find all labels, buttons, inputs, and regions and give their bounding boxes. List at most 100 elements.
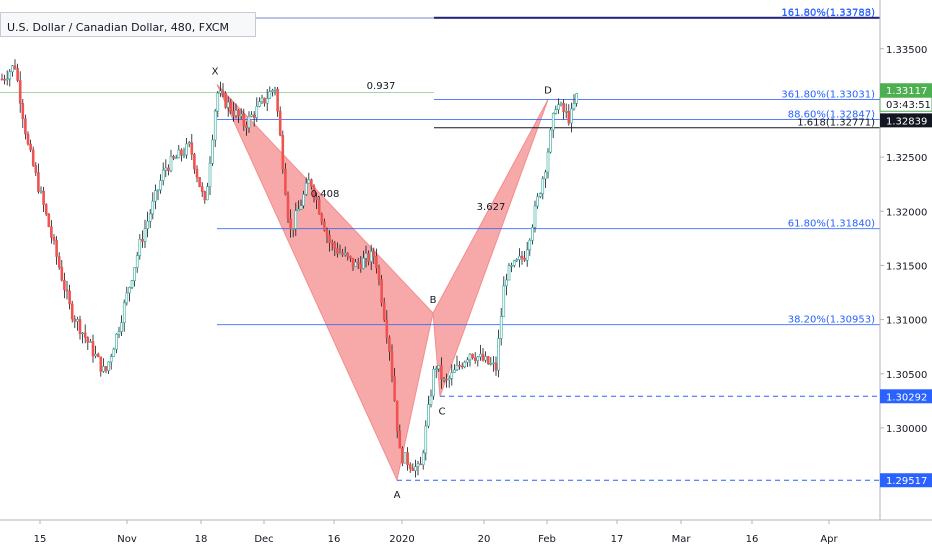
candle-body bbox=[133, 267, 136, 281]
candle-body bbox=[557, 104, 560, 111]
candle-body bbox=[442, 378, 446, 381]
candle-body bbox=[94, 353, 97, 357]
candle-body bbox=[117, 331, 121, 335]
candle-body bbox=[26, 133, 30, 145]
candle-body bbox=[291, 228, 295, 230]
candle-body bbox=[63, 279, 66, 291]
candle-body bbox=[432, 368, 435, 397]
pattern-ratio-label: 0.937 bbox=[367, 81, 396, 92]
candle-body bbox=[377, 267, 381, 280]
candle-body bbox=[505, 279, 508, 287]
x-tick-label: 20 bbox=[478, 534, 491, 545]
candle-body bbox=[276, 88, 279, 112]
y-tick-label: 1.30500 bbox=[886, 370, 927, 381]
candle-body bbox=[232, 110, 235, 116]
candle-body bbox=[21, 103, 25, 119]
candle-body bbox=[382, 302, 386, 321]
candle-body bbox=[528, 239, 532, 251]
candle-body bbox=[13, 65, 17, 69]
candle-body bbox=[271, 90, 274, 93]
candle-body bbox=[245, 125, 248, 129]
candle-body bbox=[447, 378, 451, 381]
candle-body bbox=[161, 169, 165, 181]
candle-body bbox=[546, 151, 550, 173]
candle-body bbox=[372, 251, 376, 257]
candle-body bbox=[164, 167, 168, 171]
harmonic-pattern[interactable] bbox=[216, 84, 549, 482]
candle-body bbox=[255, 106, 259, 118]
price-badge bbox=[880, 473, 932, 488]
y-tick-label: 1.31500 bbox=[886, 261, 927, 272]
candle-body bbox=[265, 98, 269, 104]
x-tick-label: Apr bbox=[820, 534, 838, 545]
candle-body bbox=[416, 463, 420, 467]
candle-body bbox=[239, 113, 243, 117]
candle-body bbox=[258, 101, 261, 107]
candle-body bbox=[362, 257, 365, 269]
candle-body bbox=[81, 332, 84, 335]
candle-body bbox=[427, 404, 430, 427]
candle-body bbox=[260, 97, 264, 102]
candle-body bbox=[109, 356, 113, 363]
countdown-badge bbox=[879, 96, 932, 112]
candle-body bbox=[229, 101, 233, 112]
candle-body bbox=[211, 139, 214, 164]
candle-body bbox=[393, 375, 396, 402]
candle-body bbox=[286, 194, 290, 220]
candle-body bbox=[195, 168, 199, 178]
pattern-point-label: B bbox=[430, 295, 437, 306]
candle-body bbox=[567, 111, 571, 124]
x-tick-label: Dec bbox=[254, 534, 273, 545]
candle-body bbox=[351, 257, 355, 267]
x-tick-label: 18 bbox=[195, 534, 208, 545]
candle-body bbox=[390, 351, 394, 377]
candle-body bbox=[551, 113, 555, 131]
x-tick-label: 2020 bbox=[389, 534, 414, 545]
candle-body bbox=[450, 372, 454, 379]
candle-body bbox=[226, 101, 230, 108]
candle-body bbox=[515, 259, 519, 262]
candle-body bbox=[112, 348, 116, 357]
candle-body bbox=[174, 157, 178, 160]
candle-body bbox=[512, 260, 516, 266]
candle-body bbox=[323, 221, 326, 231]
candle-body bbox=[510, 265, 513, 267]
candle-body bbox=[369, 251, 373, 262]
candle-body bbox=[502, 285, 506, 317]
candle-body bbox=[78, 319, 82, 335]
candle-body bbox=[182, 154, 186, 157]
symbol-title-box[interactable]: U.S. Dollar / Canadian Dollar, 480, FXCM bbox=[0, 12, 256, 37]
candle-body bbox=[572, 103, 576, 110]
candle-body bbox=[489, 363, 493, 365]
candle-body bbox=[8, 71, 12, 80]
pattern-point-label: C bbox=[439, 407, 446, 418]
candle-body bbox=[91, 341, 95, 357]
candle-body bbox=[455, 364, 459, 371]
candle-body bbox=[250, 114, 253, 117]
time-axis[interactable]: 15 Nov 18 Dec 16 2020 20 Feb 17 Mar 16 Apr bbox=[34, 520, 839, 545]
candle-body bbox=[65, 289, 69, 292]
candle-body bbox=[115, 333, 118, 350]
price-badge bbox=[880, 83, 932, 98]
candle-body bbox=[437, 365, 441, 370]
candle-body bbox=[554, 109, 558, 114]
candle-body bbox=[5, 78, 9, 81]
candle-body bbox=[492, 362, 495, 365]
candle-body bbox=[411, 467, 415, 471]
candle-body bbox=[570, 108, 573, 124]
candle-body bbox=[354, 261, 357, 267]
candle-body bbox=[187, 142, 191, 145]
pattern-bcd-triangle bbox=[432, 99, 549, 397]
candle-body bbox=[70, 303, 74, 320]
candle-body bbox=[224, 92, 227, 108]
candle-body bbox=[198, 176, 201, 187]
candle-body bbox=[541, 178, 545, 194]
fib-level-label: 1.618(1.32771) bbox=[797, 118, 875, 129]
candle-body bbox=[414, 466, 417, 471]
candle-body bbox=[531, 227, 534, 241]
pattern-point-label: X bbox=[212, 67, 219, 78]
fib-level-label: 88.60%(1.32847) bbox=[788, 109, 875, 120]
candle-body bbox=[484, 356, 487, 361]
